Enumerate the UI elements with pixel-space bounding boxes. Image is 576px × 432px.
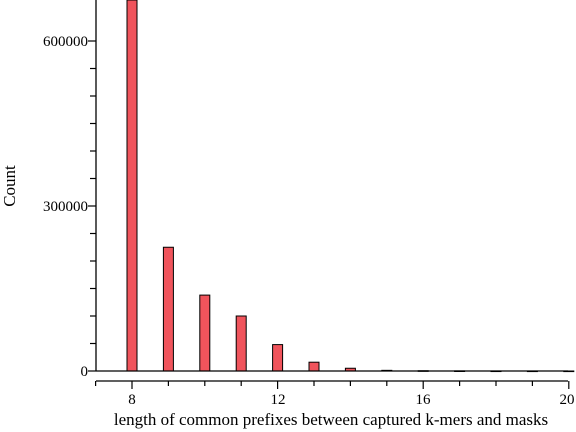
bar-12	[272, 344, 284, 372]
bar-9	[162, 246, 174, 372]
bars-group	[96, 0, 575, 373]
y-tick-label-0: 0	[81, 364, 89, 380]
bar-13	[308, 361, 320, 372]
x-tick-label-12: 12	[271, 392, 286, 408]
y-tick-label-300000: 300000	[43, 199, 88, 215]
y-axis-title: Count	[0, 165, 19, 207]
x-tick-label-8: 8	[128, 392, 136, 408]
bar-8	[126, 0, 138, 372]
bar-10	[199, 294, 211, 372]
x-tick-label-20: 20	[560, 392, 575, 408]
bar-11	[235, 315, 247, 372]
x-axis-title: length of common prefixes between captur…	[114, 410, 548, 429]
x-ticks-group	[94, 381, 570, 389]
x-tick-label-16: 16	[416, 392, 432, 408]
y-ticks-group	[88, 40, 96, 372]
y-tick-label-600000: 600000	[43, 34, 88, 50]
